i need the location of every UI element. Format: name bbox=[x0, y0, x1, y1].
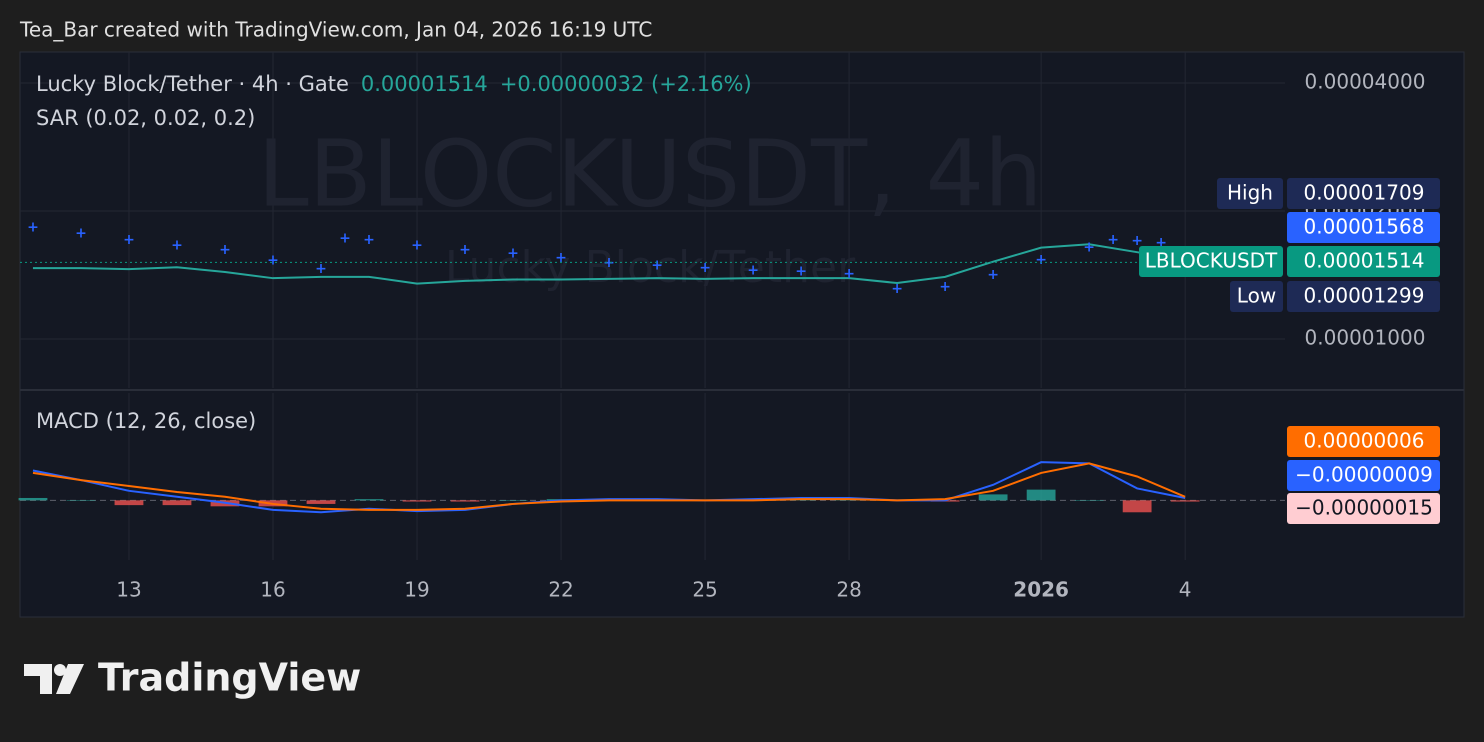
price-badge bbox=[1287, 460, 1440, 491]
background-layer: 0.000010000.000020000.00004000LBLOCKUSDT… bbox=[20, 52, 1464, 602]
sar-point: + bbox=[1035, 252, 1047, 268]
sar-point: + bbox=[507, 245, 519, 261]
histogram-bar bbox=[978, 494, 1008, 501]
legend-item: Lucky Block/Tether · 4h · Gate bbox=[36, 72, 349, 96]
histogram-bar bbox=[1074, 500, 1104, 501]
legend-item: +0.00000032 (+2.16%) bbox=[500, 72, 752, 96]
sar-point: + bbox=[1131, 233, 1143, 249]
sar-point: + bbox=[171, 237, 183, 253]
sar-point: + bbox=[1107, 232, 1119, 248]
price-badge bbox=[1287, 246, 1440, 277]
logo-dot bbox=[54, 664, 66, 676]
x-tick-label: 25 bbox=[692, 578, 717, 602]
sar-point: + bbox=[123, 232, 135, 248]
header-text: Tea_Bar created with TradingView.com, Ja… bbox=[19, 18, 652, 42]
sar-point: + bbox=[699, 260, 711, 276]
histogram-bar bbox=[66, 500, 96, 501]
price-badge bbox=[1287, 426, 1440, 457]
histogram-bar bbox=[450, 500, 480, 502]
histogram-bar bbox=[1170, 500, 1200, 502]
price-badge-value: −0.00000015 bbox=[1295, 496, 1433, 520]
histogram-bar bbox=[402, 500, 432, 502]
indicator-label: SAR (0.02, 0.02, 0.2) bbox=[36, 106, 255, 130]
sar-point: + bbox=[747, 262, 759, 278]
foreground-layer: + + + + + + + + + + + + + + + + + + + + + + + + + + +0.00001709 Hig… bbox=[18, 178, 1440, 524]
chart-layer: 0.000010000.000020000.00004000LBLOCKUSDT… bbox=[18, 52, 1464, 602]
x-tick-label: 16 bbox=[260, 578, 285, 602]
footer-logo-text: TradingView bbox=[98, 656, 361, 700]
price-badge-name-text: Low bbox=[1237, 284, 1276, 308]
x-tick-label: 4 bbox=[1179, 578, 1192, 602]
sar-point: + bbox=[411, 237, 423, 253]
price-badge-value: 0.00000006 bbox=[1304, 429, 1425, 453]
logo-mark bbox=[24, 664, 52, 694]
histogram-bar bbox=[306, 500, 336, 504]
watermark: LBLOCKUSDT, 4h bbox=[258, 120, 1043, 227]
sar-point: + bbox=[891, 281, 903, 297]
histogram-bar bbox=[1122, 500, 1152, 513]
logo-mark bbox=[56, 664, 84, 694]
indicator-label: MACD (12, 26, close) bbox=[36, 409, 256, 433]
chart-panel bbox=[19, 51, 1465, 618]
sar-point: + bbox=[339, 230, 351, 246]
sar-point: + bbox=[1155, 235, 1167, 251]
price-badge-value: 0.00001568 bbox=[1304, 215, 1425, 239]
x-tick-label: 22 bbox=[548, 578, 573, 602]
sar-point: + bbox=[795, 264, 807, 280]
sar-point: + bbox=[459, 242, 471, 258]
x-tick-label: 28 bbox=[836, 578, 861, 602]
price-badge-name bbox=[1217, 178, 1283, 209]
price-badge-name bbox=[1139, 246, 1283, 277]
price-badge-name-text: LBLOCKUSDT bbox=[1145, 249, 1278, 273]
sar-point: + bbox=[1083, 240, 1095, 256]
sar-point: + bbox=[363, 232, 375, 248]
histogram-bar bbox=[18, 497, 48, 501]
sar-point: + bbox=[651, 257, 663, 273]
sar-point: + bbox=[219, 242, 231, 258]
sar-point: + bbox=[267, 252, 279, 268]
x-tick-label: 2026 bbox=[1013, 578, 1069, 602]
sar-point: + bbox=[843, 266, 855, 282]
price-badge bbox=[1287, 212, 1440, 243]
histogram-bar bbox=[114, 500, 144, 506]
x-tick-label: 19 bbox=[404, 578, 429, 602]
footer-logo: TradingView bbox=[24, 656, 361, 700]
sar-point: + bbox=[315, 261, 327, 277]
y-tick-label: 0.00001000 bbox=[1305, 326, 1426, 350]
sar-point: + bbox=[75, 226, 87, 242]
histogram-bar bbox=[162, 500, 192, 506]
legend-item: 0.00001514 bbox=[361, 72, 488, 96]
series-line bbox=[32, 462, 1186, 511]
sar-point: + bbox=[603, 255, 615, 271]
series-line bbox=[32, 461, 1186, 514]
price-badge-value: 0.00001299 bbox=[1304, 284, 1425, 308]
price-badge bbox=[1287, 281, 1440, 312]
price-badge bbox=[1287, 178, 1440, 209]
sar-point: + bbox=[939, 279, 951, 295]
histogram-bar bbox=[354, 499, 384, 501]
price-badge bbox=[1287, 493, 1440, 524]
series-line bbox=[32, 243, 1210, 285]
histogram-bar bbox=[1026, 489, 1056, 501]
price-badge-value: 0.00001709 bbox=[1304, 181, 1425, 205]
price-badge-name-text: High bbox=[1227, 181, 1273, 205]
price-badge-name bbox=[1230, 281, 1283, 312]
sar-point: + bbox=[27, 219, 39, 235]
watermark-subtitle: Lucky Block/Tether bbox=[445, 242, 856, 293]
y-tick-label: 0.00004000 bbox=[1305, 69, 1426, 93]
histogram-bar bbox=[498, 500, 528, 501]
price-badge-value: −0.00000009 bbox=[1295, 463, 1433, 487]
sar-point: + bbox=[987, 267, 999, 283]
sar-point: + bbox=[555, 250, 567, 266]
price-badge-value: 0.00001514 bbox=[1304, 249, 1425, 273]
legend: Lucky Block/Tether · 4h · Gate 0.00001514… bbox=[36, 72, 752, 96]
x-tick-label: 13 bbox=[116, 578, 141, 602]
